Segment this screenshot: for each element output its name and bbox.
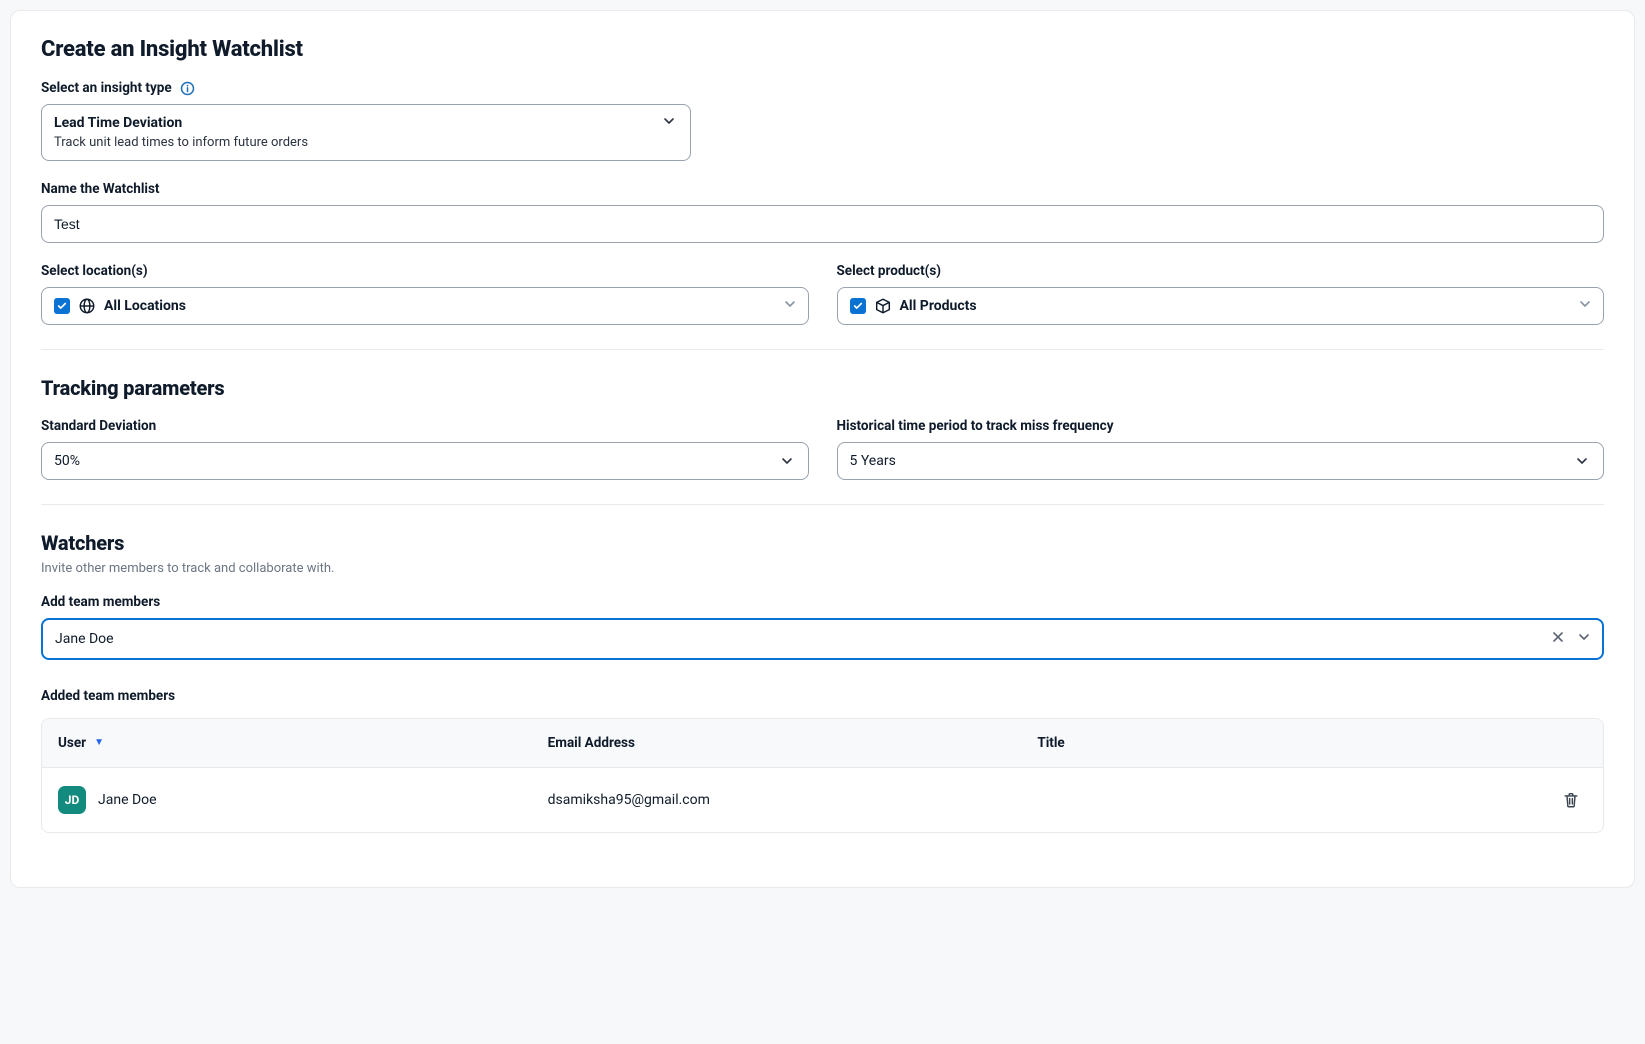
locations-field: Select location(s) All Locations [41, 263, 809, 325]
add-members-value: Jane Doe [55, 631, 114, 647]
chevron-down-icon [778, 455, 796, 467]
location-product-row: Select location(s) All Locations [41, 263, 1604, 325]
insight-type-selected-title: Lead Time Deviation [54, 115, 308, 133]
products-label: Select product(s) [837, 263, 1605, 279]
sort-caret-icon: ▼ [94, 737, 104, 748]
col-user-label: User [58, 735, 86, 751]
products-all-label: All Products [900, 298, 977, 314]
history-field: Historical time period to track miss fre… [837, 418, 1605, 480]
insight-type-select[interactable]: Lead Time Deviation Track unit lead time… [41, 104, 691, 161]
std-dev-value: 50% [54, 453, 80, 469]
locations-label: Select location(s) [41, 263, 809, 279]
chevron-down-icon [1573, 455, 1591, 467]
delete-row-button[interactable] [1555, 784, 1587, 816]
watchers-subtitle: Invite other members to track and collab… [41, 561, 1604, 576]
products-field: Select product(s) All Products [837, 263, 1605, 325]
history-select[interactable]: 5 Years [837, 442, 1605, 480]
std-dev-field: Standard Deviation 50% [41, 418, 809, 480]
chevron-down-icon[interactable] [1578, 631, 1590, 647]
col-email-label: Email Address [548, 735, 635, 751]
products-select[interactable]: All Products [837, 287, 1605, 325]
user-name: Jane Doe [98, 792, 157, 808]
insight-type-label-text: Select an insight type [41, 80, 172, 96]
std-dev-select[interactable]: 50% [41, 442, 809, 480]
locations-select[interactable]: All Locations [41, 287, 809, 325]
clear-icon[interactable] [1552, 631, 1564, 647]
divider [41, 504, 1604, 505]
watchlist-name-field: Name the Watchlist [41, 181, 1604, 243]
watchlist-name-input[interactable] [54, 216, 1591, 232]
chevron-down-icon [1579, 298, 1591, 314]
col-email[interactable]: Email Address [548, 735, 1038, 751]
add-members-combobox[interactable]: Jane Doe [41, 618, 1604, 660]
added-members-block: Added team members User ▼ Email Address … [41, 688, 1604, 833]
insight-type-selected-desc: Track unit lead times to inform future o… [54, 135, 308, 150]
std-dev-label: Standard Deviation [41, 418, 809, 434]
info-icon[interactable] [180, 81, 195, 96]
watchlist-name-label: Name the Watchlist [41, 181, 1604, 197]
members-table-header: User ▼ Email Address Title [42, 719, 1603, 768]
added-members-label: Added team members [41, 688, 1604, 704]
products-checkbox[interactable] [850, 298, 866, 314]
col-title[interactable]: Title [1037, 735, 1527, 751]
watchers-title: Watchers [41, 531, 1604, 555]
tracking-row: Standard Deviation 50% Historical time p… [41, 418, 1604, 480]
add-members-field: Add team members Jane Doe [41, 594, 1604, 660]
locations-all-label: All Locations [104, 298, 186, 314]
user-email: dsamiksha95@gmail.com [548, 792, 1038, 808]
watchlist-name-input-wrap [41, 205, 1604, 243]
divider [41, 349, 1604, 350]
col-title-label: Title [1037, 735, 1064, 751]
table-row: JD Jane Doe dsamiksha95@gmail.com [42, 768, 1603, 832]
user-cell: JD Jane Doe [58, 786, 548, 814]
package-icon [874, 297, 892, 315]
form-card: Create an Insight Watchlist Select an in… [10, 10, 1635, 888]
locations-checkbox[interactable] [54, 298, 70, 314]
insight-type-field: Select an insight type Lead Time Deviati… [41, 80, 1604, 161]
members-table: User ▼ Email Address Title JD Jane Doe d… [41, 718, 1604, 833]
history-label: Historical time period to track miss fre… [837, 418, 1605, 434]
avatar: JD [58, 786, 86, 814]
globe-icon [78, 297, 96, 315]
col-user[interactable]: User ▼ [58, 735, 548, 751]
add-members-label: Add team members [41, 594, 1604, 610]
chevron-down-icon [784, 298, 796, 314]
history-value: 5 Years [850, 453, 896, 469]
insight-type-label: Select an insight type [41, 80, 1604, 96]
page-title: Create an Insight Watchlist [41, 37, 1604, 62]
chevron-down-icon [660, 115, 678, 127]
tracking-title: Tracking parameters [41, 376, 1604, 400]
